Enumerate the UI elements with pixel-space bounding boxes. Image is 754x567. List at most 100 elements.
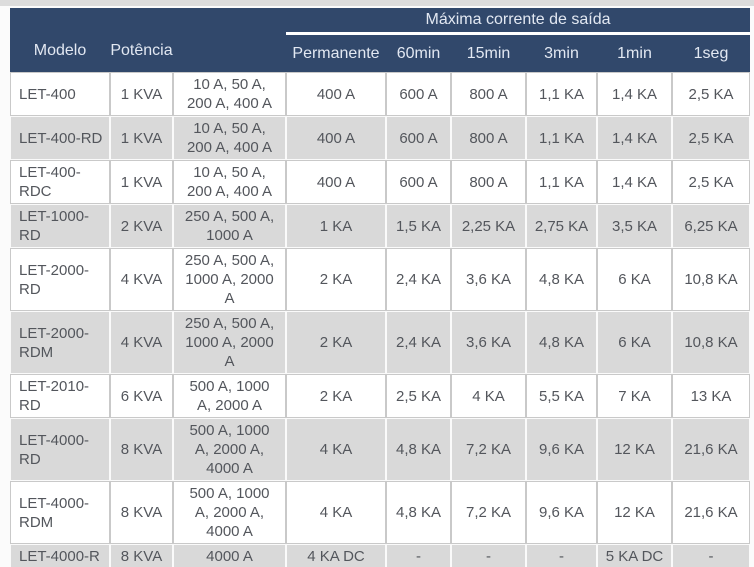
table-row: LET-4000-RDM 8 KVA 500 A, 1000 A, 2000 A, … [10, 481, 751, 544]
permanente-cell: 4 KA DC [286, 544, 386, 567]
power-cell: 8 KVA [110, 544, 173, 567]
cell-1seg: 13 KA [672, 374, 751, 418]
cell-3min: 2,75 KA [526, 204, 597, 248]
cell-60min: 2,5 KA [386, 374, 451, 418]
permanente-cell: 2 KA [286, 374, 386, 418]
group-header-row: Modelo Potência Máxima corrente de saída [10, 8, 751, 72]
permanente-cell: 400 A [286, 116, 386, 160]
model-cell: LET-4000-RDM [10, 481, 110, 544]
model-cell: LET-4000-RD [10, 418, 110, 481]
cell-1seg: 2,5 KA [672, 160, 751, 204]
cell-60min: 600 A [386, 160, 451, 204]
cell-60min: 600 A [386, 72, 451, 116]
range-cell: 500 A, 1000 A, 2000 A, 4000 A [173, 418, 286, 481]
model-cell: LET-400-RD [10, 116, 110, 160]
table-row: LET-2000-RD 4 KVA 250 A, 500 A, 1000 A, 20… [10, 248, 751, 311]
model-cell: LET-400 [10, 72, 110, 116]
range-cell: 250 A, 500 A, 1000 A [173, 204, 286, 248]
model-cell: LET-1000-RD [10, 204, 110, 248]
cell-1min: 3,5 KA [597, 204, 672, 248]
column-header-potencia: Potência [110, 8, 173, 72]
range-cell: 500 A, 1000 A, 2000 A, 4000 A [173, 481, 286, 544]
range-cell: 250 A, 500 A, 1000 A, 2000 A [173, 311, 286, 374]
column-header-60min: 60min [386, 35, 451, 72]
permanente-cell: 2 KA [286, 311, 386, 374]
permanente-cell: 4 KA [286, 481, 386, 544]
table-row: LET-400-RDC 1 KVA 10 A, 50 A, 200 A, 400 A… [10, 160, 751, 204]
cell-3min: 1,1 KA [526, 160, 597, 204]
power-cell: 4 KVA [110, 248, 173, 311]
model-cell: LET-2000-RD [10, 248, 110, 311]
column-header-1min: 1min [597, 35, 672, 72]
cell-1min: 6 KA [597, 248, 672, 311]
table-row: LET-400 1 KVA 10 A, 50 A, 200 A, 400 A 400 … [10, 72, 751, 116]
cell-1min: 6 KA [597, 311, 672, 374]
model-cell: LET-400-RDC [10, 160, 110, 204]
permanente-cell: 400 A [286, 160, 386, 204]
model-cell: LET-2010-RD [10, 374, 110, 418]
cell-3min: - [526, 544, 597, 567]
cell-1seg: 2,5 KA [672, 116, 751, 160]
range-cell: 4000 A [173, 544, 286, 567]
cell-60min: 4,8 KA [386, 481, 451, 544]
table-header: Modelo Potência Máxima corrente de saída… [10, 8, 751, 72]
cell-60min: 4,8 KA [386, 418, 451, 481]
table-row: LET-4000-RD 8 KVA 500 A, 1000 A, 2000 A, 4… [10, 418, 751, 481]
power-cell: 1 KVA [110, 72, 173, 116]
model-cell: LET-4000-R [10, 544, 110, 567]
cell-1seg: 6,25 KA [672, 204, 751, 248]
sub-header-row: Permanente 60min 15min 3min 1min 1seg [10, 35, 751, 72]
cell-3min: 1,1 KA [526, 116, 597, 160]
cell-15min: - [451, 544, 526, 567]
range-cell: 250 A, 500 A, 1000 A, 2000 A [173, 248, 286, 311]
cell-1min: 12 KA [597, 481, 672, 544]
power-cell: 4 KVA [110, 311, 173, 374]
cell-60min: 600 A [386, 116, 451, 160]
column-header-15min: 15min [451, 35, 526, 72]
cell-60min: 2,4 KA [386, 311, 451, 374]
permanente-cell: 400 A [286, 72, 386, 116]
cell-15min: 2,25 KA [451, 204, 526, 248]
cell-3min: 5,5 KA [526, 374, 597, 418]
range-cell: 500 A, 1000 A, 2000 A [173, 374, 286, 418]
cell-15min: 7,2 KA [451, 418, 526, 481]
power-cell: 1 KVA [110, 160, 173, 204]
cell-3min: 9,6 KA [526, 481, 597, 544]
permanente-cell: 4 KA [286, 418, 386, 481]
cell-1min: 7 KA [597, 374, 672, 418]
cell-15min: 800 A [451, 72, 526, 116]
cell-15min: 800 A [451, 160, 526, 204]
cell-15min: 800 A [451, 116, 526, 160]
cell-1min: 5 KA DC [597, 544, 672, 567]
cell-15min: 3,6 KA [451, 248, 526, 311]
range-cell: 10 A, 50 A, 200 A, 400 A [173, 160, 286, 204]
column-header-3min: 3min [526, 35, 597, 72]
cell-1seg: 21,6 KA [672, 418, 751, 481]
permanente-cell: 1 KA [286, 204, 386, 248]
range-cell: 10 A, 50 A, 200 A, 400 A [173, 72, 286, 116]
cell-1seg: 10,8 KA [672, 311, 751, 374]
cell-3min: 4,8 KA [526, 248, 597, 311]
column-header-current-range [173, 8, 286, 72]
cell-60min: - [386, 544, 451, 567]
cell-1min: 12 KA [597, 418, 672, 481]
column-header-1seg: 1seg [672, 35, 751, 72]
cell-1seg: - [672, 544, 751, 567]
column-header-modelo: Modelo [10, 8, 110, 72]
cell-60min: 2,4 KA [386, 248, 451, 311]
cell-15min: 3,6 KA [451, 311, 526, 374]
model-cell: LET-2000-RDM [10, 311, 110, 374]
range-cell: 10 A, 50 A, 200 A, 400 A [173, 116, 286, 160]
power-cell: 6 KVA [110, 374, 173, 418]
table-body: LET-400 1 KVA 10 A, 50 A, 200 A, 400 A 400 … [10, 72, 751, 567]
cell-1seg: 10,8 KA [672, 248, 751, 311]
power-cell: 8 KVA [110, 418, 173, 481]
cell-3min: 9,6 KA [526, 418, 597, 481]
cell-15min: 4 KA [451, 374, 526, 418]
power-cell: 8 KVA [110, 481, 173, 544]
cell-1min: 1,4 KA [597, 116, 672, 160]
power-cell: 1 KVA [110, 116, 173, 160]
